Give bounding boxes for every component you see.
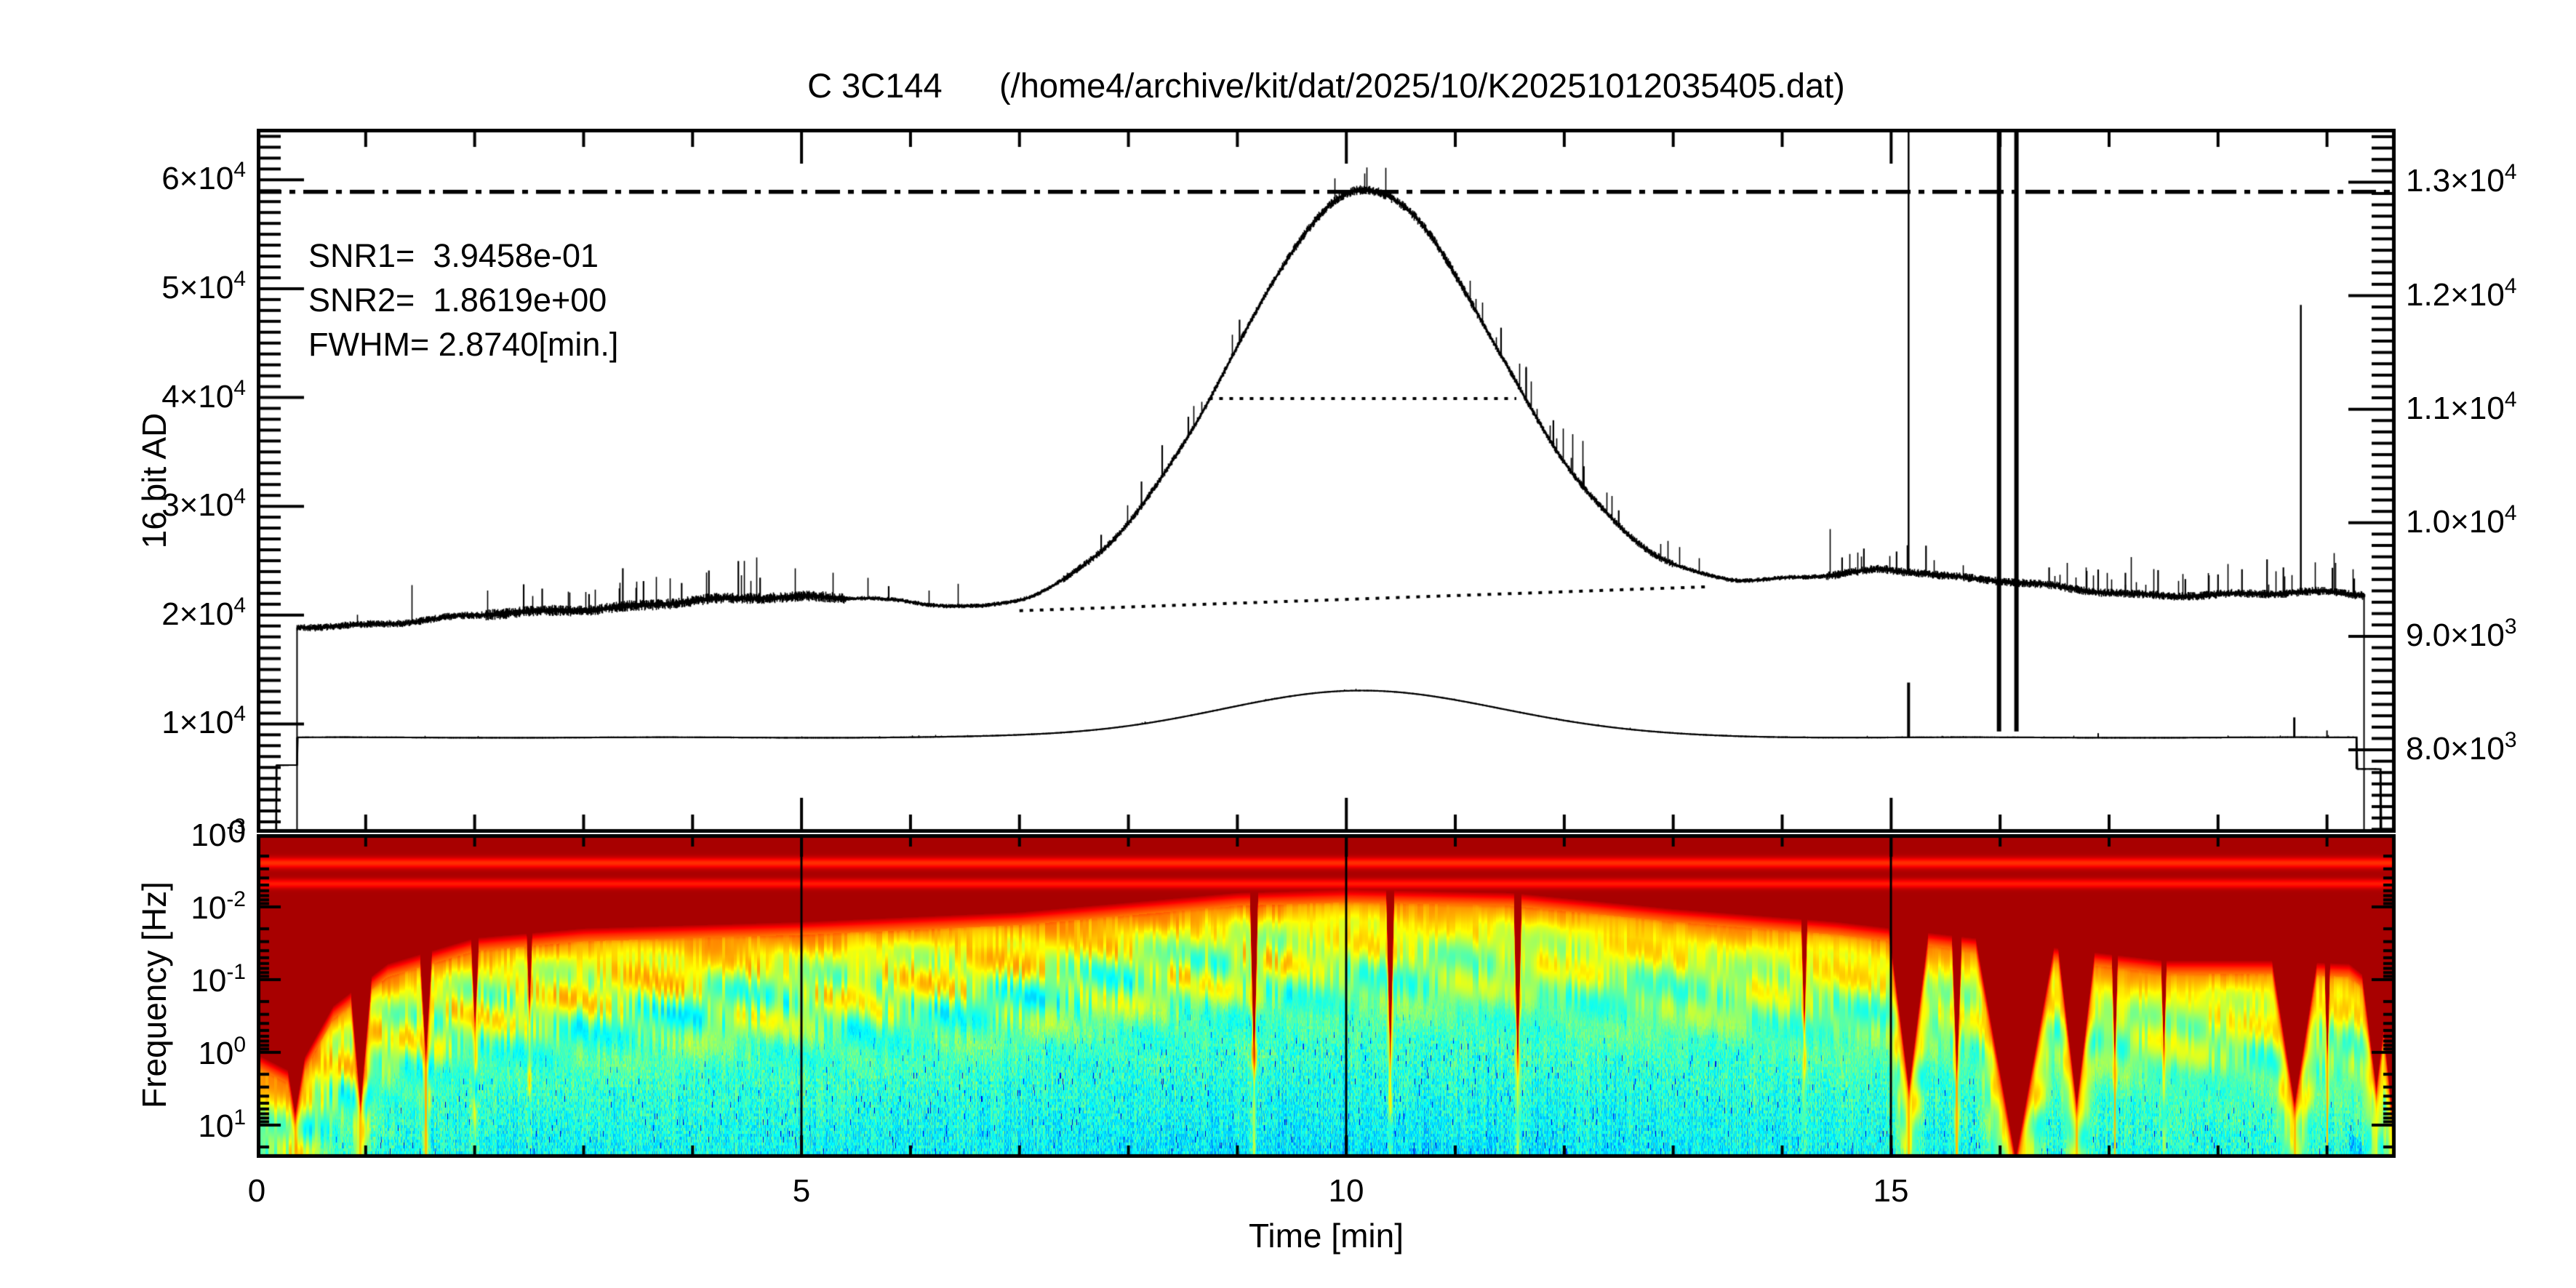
- left-tick-label: 5×104: [161, 267, 246, 305]
- plot-title: C 3C144 (/home4/archive/kit/dat/2025/10/…: [807, 66, 1845, 105]
- fwhm-annotation: FWHM= 2.8740[min.]: [308, 326, 619, 363]
- left-tick-label: 6×104: [161, 158, 246, 196]
- freq-tick-label: 100: [198, 1033, 246, 1071]
- right-tick-label: 1.2×104: [2406, 274, 2517, 313]
- left-tick-label: 3×104: [161, 484, 246, 523]
- x-axis-title: Time [min]: [1249, 1217, 1404, 1255]
- freq-tick-label: 10-1: [191, 960, 246, 999]
- x-tick-label: 0: [247, 1173, 266, 1209]
- left-axis-title: 16 bit AD: [135, 412, 173, 549]
- left-tick-label: 4×104: [161, 376, 246, 415]
- left-tick-label: 2×104: [161, 593, 246, 632]
- x-tick-label: 15: [1873, 1173, 1909, 1209]
- right-tick-label: 1.1×104: [2406, 388, 2517, 426]
- right-tick-label: 9.0×103: [2406, 615, 2517, 653]
- spectrogram-panel: [257, 834, 2396, 1158]
- freq-tick-label: 101: [198, 1105, 246, 1144]
- freq-tick-label: 10-2: [191, 887, 246, 926]
- snr1-annotation: SNR1= 3.9458e-01: [308, 237, 599, 274]
- x-tick-label: 10: [1328, 1173, 1364, 1209]
- right-tick-label: 1.3×104: [2406, 160, 2517, 199]
- left-tick-label: 0: [228, 814, 246, 849]
- left-tick-label: 1×104: [161, 702, 246, 740]
- right-tick-label: 1.0×104: [2406, 501, 2517, 540]
- right-tick-label: 8.0×103: [2406, 728, 2517, 767]
- freq-tick-label: 10-3: [191, 815, 246, 853]
- time-series-panel: [257, 129, 2396, 833]
- snr2-annotation: SNR2= 1.8619e+00: [308, 281, 607, 319]
- x-tick-label: 5: [792, 1173, 811, 1209]
